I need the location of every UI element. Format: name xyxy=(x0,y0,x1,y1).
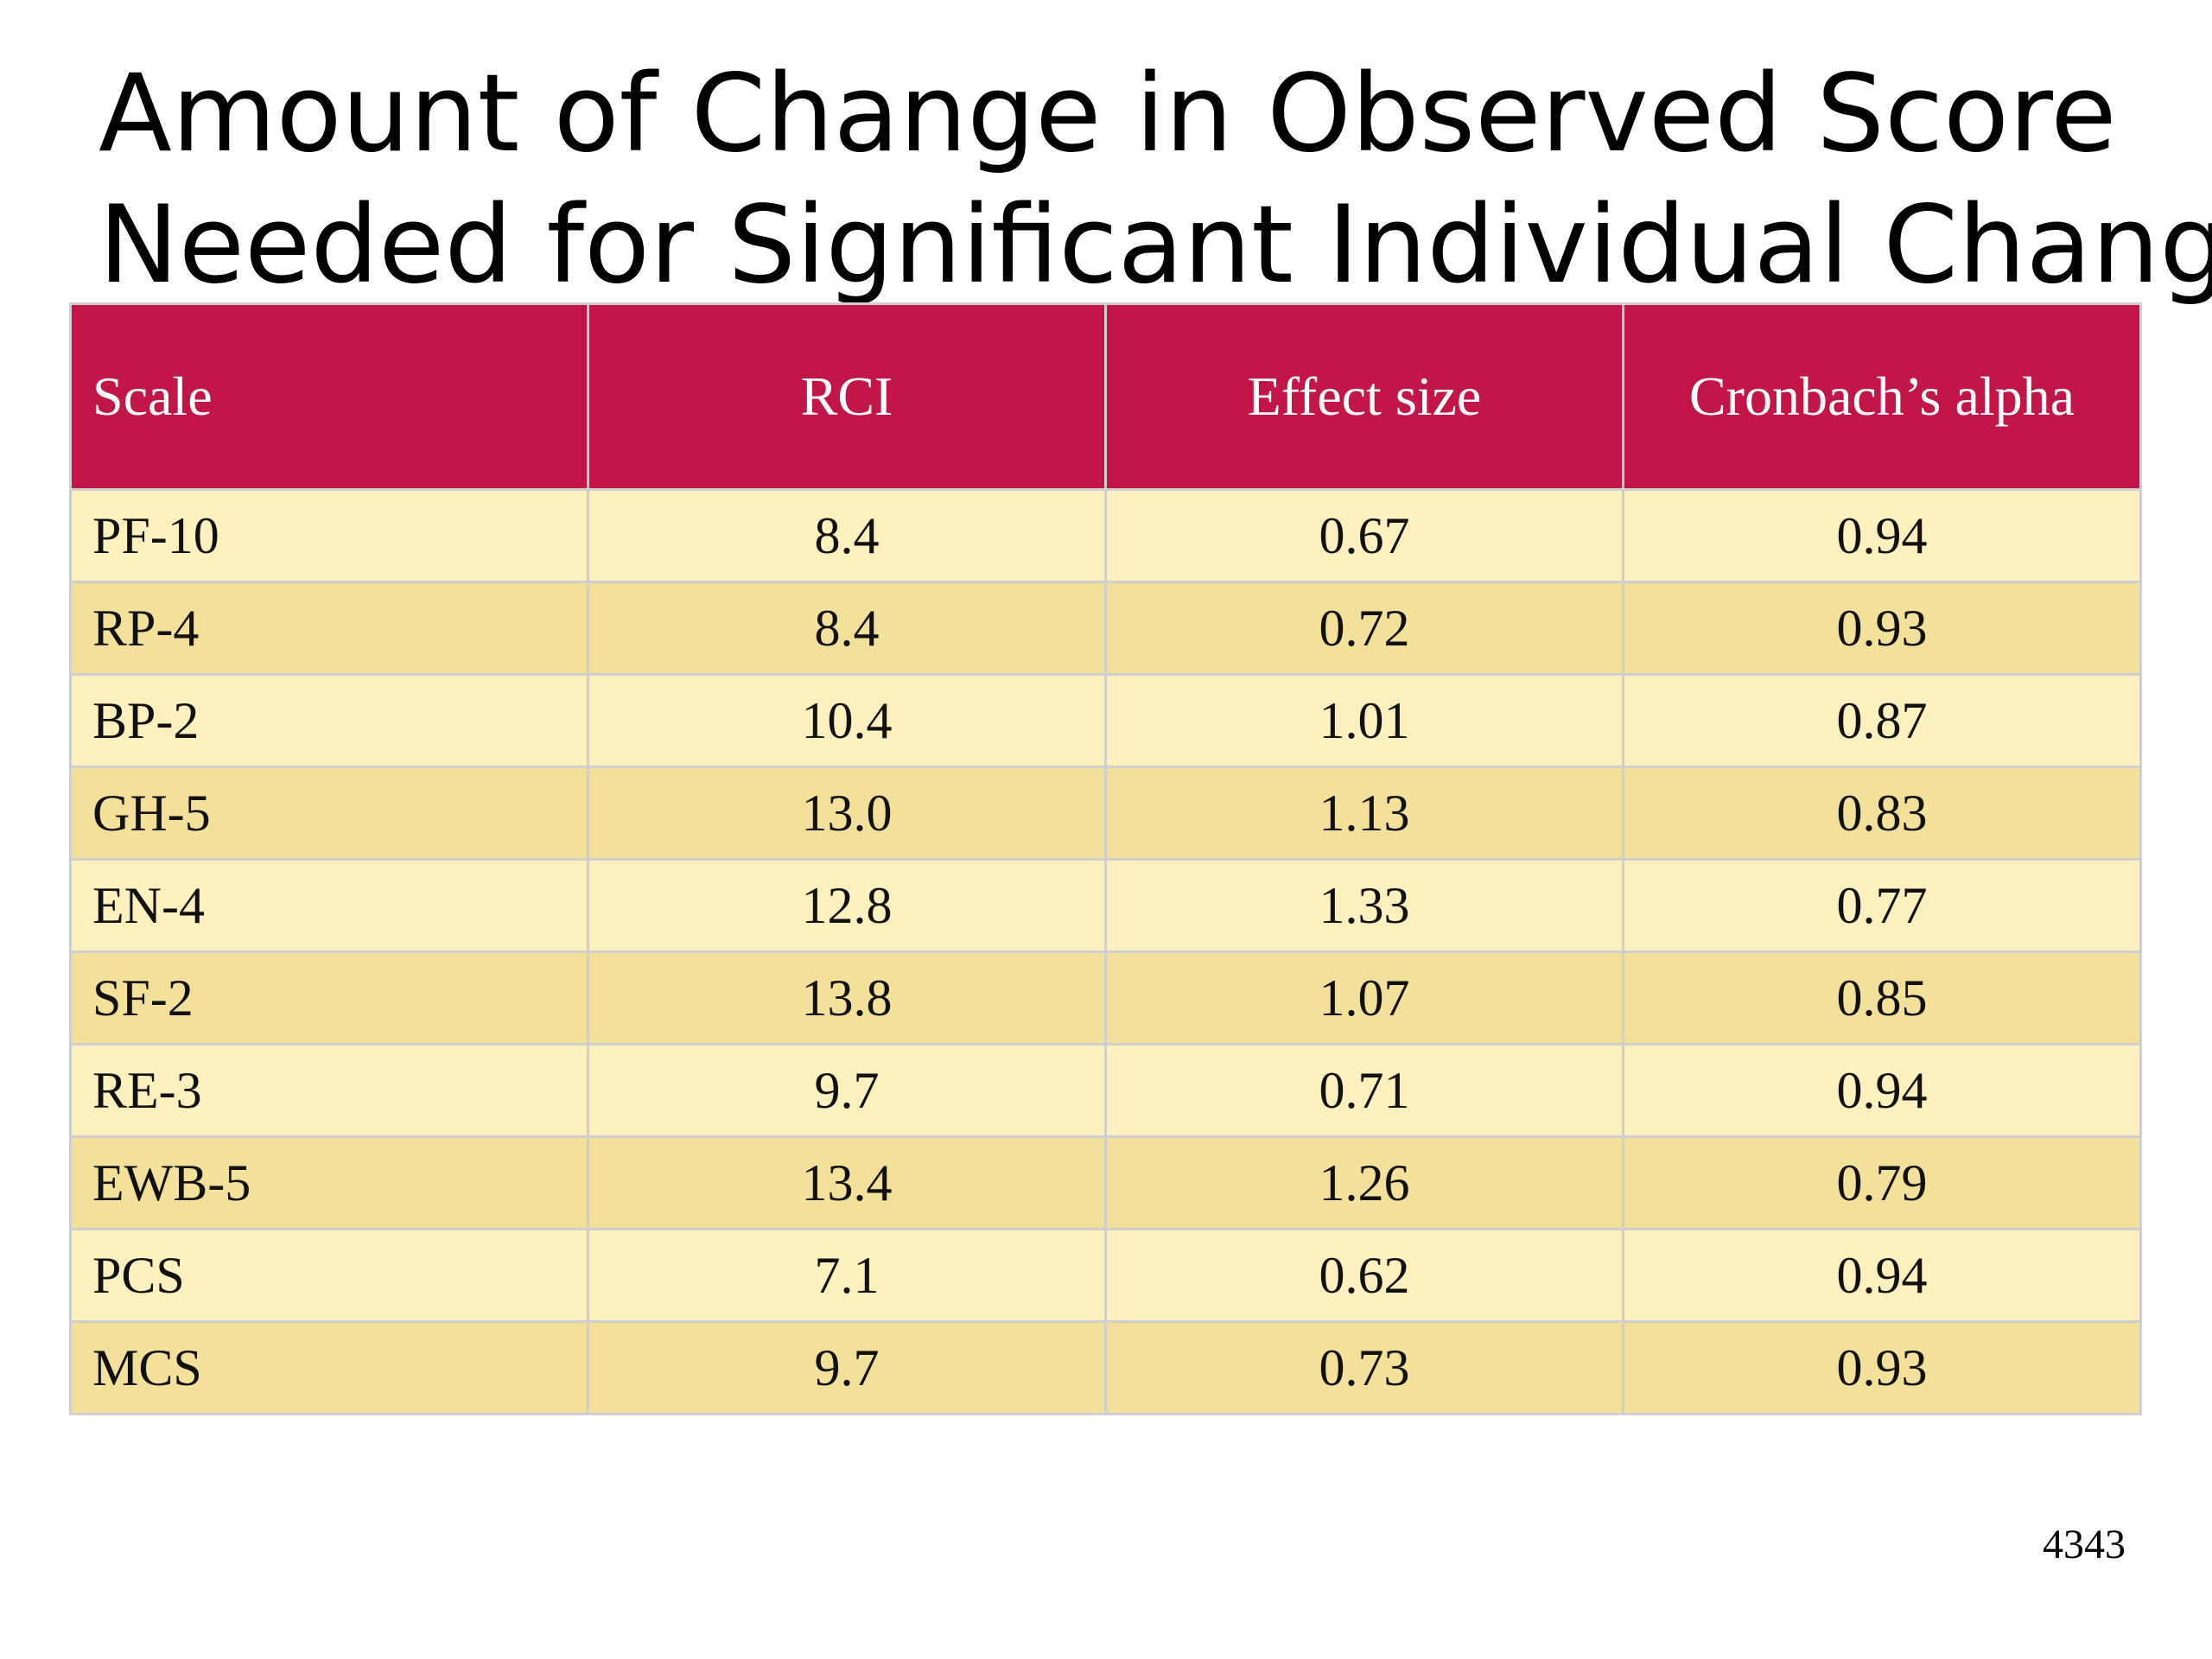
cell-effect-size: 1.33 xyxy=(1104,858,1624,953)
cell-effect-size: 1.13 xyxy=(1104,766,1624,861)
cell-scale: RE-3 xyxy=(69,1043,589,1138)
cell-effect-size: 1.26 xyxy=(1104,1135,1624,1230)
cell-effect-size: 0.71 xyxy=(1104,1043,1624,1138)
table-row: RP-4 8.4 0.72 0.93 xyxy=(69,581,2142,676)
cell-rci: 9.7 xyxy=(587,1043,1107,1138)
cell-scale: PCS xyxy=(69,1228,589,1323)
cell-scale: MCS xyxy=(69,1320,589,1415)
cell-effect-size: 1.07 xyxy=(1104,950,1624,1046)
header-cronbach-alpha: Cronbach’s alpha xyxy=(1622,302,2142,491)
cell-scale: EN-4 xyxy=(69,858,589,953)
table-row: RE-3 9.7 0.71 0.94 xyxy=(69,1043,2142,1138)
rci-table: Scale RCI Effect size Cronbach’s alpha P… xyxy=(69,302,2142,1415)
cell-alpha: 0.87 xyxy=(1622,673,2142,768)
cell-effect-size: 0.72 xyxy=(1104,581,1624,676)
cell-rci: 13.4 xyxy=(587,1135,1107,1230)
table-row: MCS 9.7 0.73 0.93 xyxy=(69,1320,2142,1415)
title-line-2: Needed for Significant Individual Change xyxy=(99,183,2212,308)
cell-scale: GH-5 xyxy=(69,766,589,861)
table-header-row: Scale RCI Effect size Cronbach’s alpha xyxy=(69,302,2142,491)
cell-alpha: 0.83 xyxy=(1622,766,2142,861)
table-row: SF-2 13.8 1.07 0.85 xyxy=(69,950,2142,1046)
cell-alpha: 0.93 xyxy=(1622,1320,2142,1415)
cell-rci: 10.4 xyxy=(587,673,1107,768)
header-effect-size: Effect size xyxy=(1104,302,1624,491)
title-line-1: Amount of Change in Observed Score xyxy=(99,52,2117,176)
cell-alpha: 0.94 xyxy=(1622,1043,2142,1138)
cell-rci: 9.7 xyxy=(587,1320,1107,1415)
cell-alpha: 0.77 xyxy=(1622,858,2142,953)
cell-alpha: 0.94 xyxy=(1622,488,2142,583)
cell-alpha: 0.79 xyxy=(1622,1135,2142,1230)
cell-rci: 12.8 xyxy=(587,858,1107,953)
slide-number: 4343 xyxy=(2043,1522,2126,1567)
table-row: EWB-5 13.4 1.26 0.79 xyxy=(69,1135,2142,1230)
cell-rci: 13.0 xyxy=(587,766,1107,861)
cell-effect-size: 0.73 xyxy=(1104,1320,1624,1415)
table-row: EN-4 12.8 1.33 0.77 xyxy=(69,858,2142,953)
table-row: PCS 7.1 0.62 0.94 xyxy=(69,1228,2142,1323)
table-row: GH-5 13.0 1.13 0.83 xyxy=(69,766,2142,861)
cell-scale: BP-2 xyxy=(69,673,589,768)
cell-scale: SF-2 xyxy=(69,950,589,1046)
cell-effect-size: 0.67 xyxy=(1104,488,1624,583)
cell-rci: 7.1 xyxy=(587,1228,1107,1323)
cell-rci: 8.4 xyxy=(587,488,1107,583)
cell-alpha: 0.85 xyxy=(1622,950,2142,1046)
table-row: BP-2 10.4 1.01 0.87 xyxy=(69,673,2142,768)
cell-effect-size: 1.01 xyxy=(1104,673,1624,768)
cell-rci: 8.4 xyxy=(587,581,1107,676)
cell-scale: PF-10 xyxy=(69,488,589,583)
slide-title: Amount of Change in Observed Score Neede… xyxy=(99,48,2212,311)
cell-scale: EWB-5 xyxy=(69,1135,589,1230)
cell-alpha: 0.93 xyxy=(1622,581,2142,676)
header-rci: RCI xyxy=(587,302,1107,491)
header-scale: Scale xyxy=(69,302,589,491)
cell-effect-size: 0.62 xyxy=(1104,1228,1624,1323)
cell-scale: RP-4 xyxy=(69,581,589,676)
cell-alpha: 0.94 xyxy=(1622,1228,2142,1323)
cell-rci: 13.8 xyxy=(587,950,1107,1046)
table-row: PF-10 8.4 0.67 0.94 xyxy=(69,488,2142,583)
